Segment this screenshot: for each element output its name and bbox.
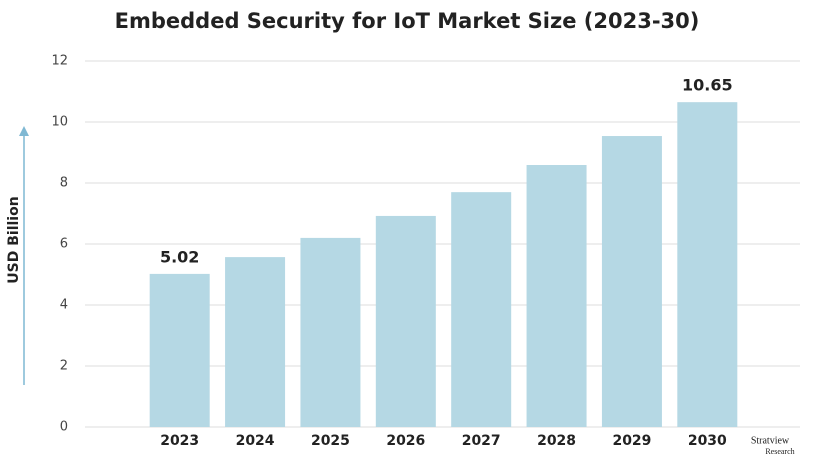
bar [300,237,361,427]
logo-sub: Research [765,447,794,456]
x-tick-label: 2023 [160,433,199,449]
bar [225,257,286,427]
bar [601,136,662,427]
value-label: 5.02 [160,247,199,266]
logo: Stratview [751,435,790,446]
y-tick-label: 12 [51,54,68,69]
x-tick-label: 2029 [612,433,651,449]
bar [375,215,436,427]
value-label: 10.65 [682,76,733,95]
bar [149,273,210,427]
y-tick-label: 2 [60,359,68,374]
x-tick-label: 2025 [311,433,350,449]
axis-arrow-head [19,126,29,136]
chart-title: Embedded Security for IoT Market Size (2… [115,9,700,33]
bar [526,165,587,427]
y-tick-label: 6 [60,237,68,252]
bar [451,192,512,427]
x-tick-label: 2030 [688,433,727,449]
y-axis-label: USD Billion [6,196,22,283]
y-tick-label: 0 [60,420,68,435]
x-tick-label: 2024 [236,433,275,449]
x-tick-label: 2026 [386,433,425,449]
bar [677,102,738,428]
y-tick-label: 10 [51,115,68,130]
y-tick-label: 4 [60,298,68,313]
x-tick-label: 2027 [462,433,501,449]
x-tick-label: 2028 [537,433,576,449]
y-tick-label: 8 [60,176,68,191]
